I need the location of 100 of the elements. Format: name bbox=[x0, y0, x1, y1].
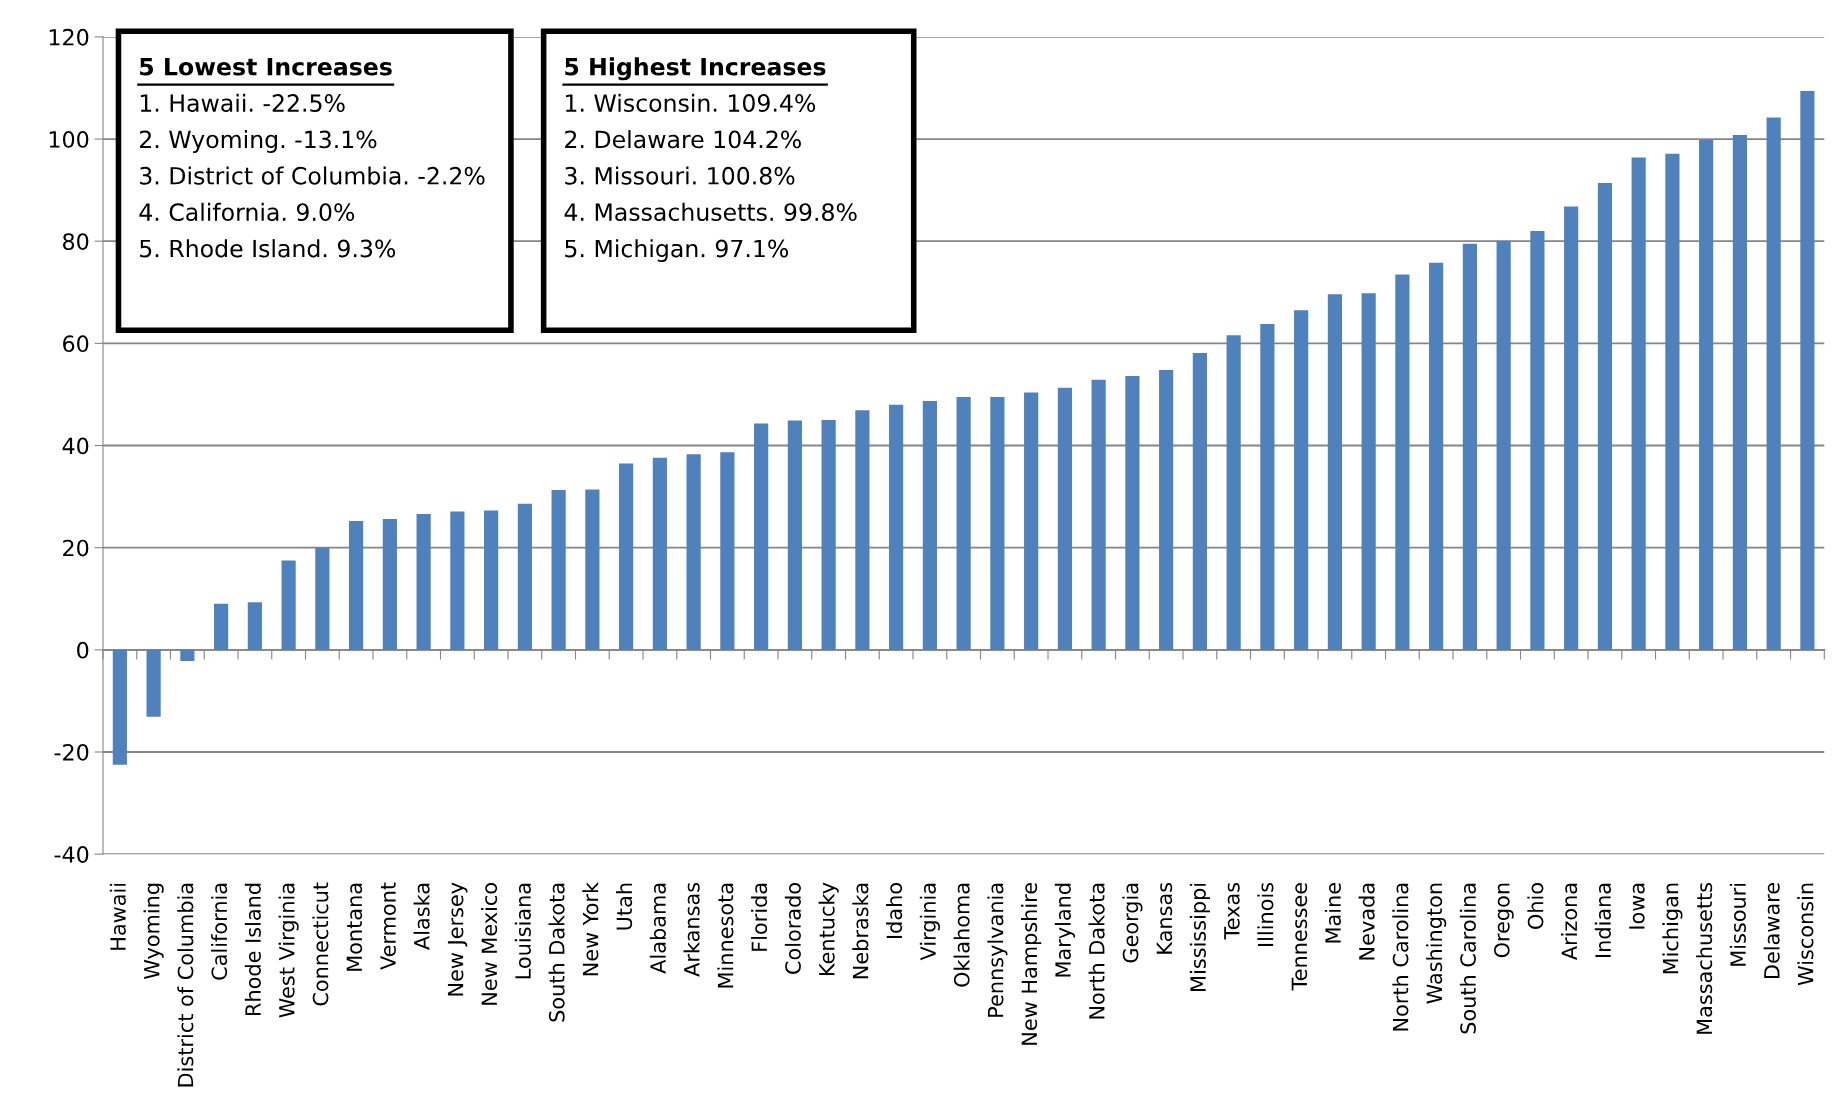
x-tick-label: Nevada bbox=[1358, 883, 1375, 960]
bar bbox=[1665, 153, 1680, 650]
x-tick-label: Tennessee bbox=[1291, 883, 1308, 991]
x-tick-label: Delaware bbox=[1763, 883, 1780, 979]
bar bbox=[146, 649, 161, 717]
x-tick-label: Iowa bbox=[1629, 883, 1645, 929]
bar bbox=[922, 401, 937, 650]
x-tick-label: Texas bbox=[1224, 882, 1240, 940]
bar bbox=[484, 510, 499, 650]
bar bbox=[686, 454, 701, 650]
x-tick-label: Alaska bbox=[413, 883, 430, 950]
x-tick-label: New York bbox=[582, 881, 599, 976]
bar bbox=[855, 410, 870, 650]
bar bbox=[1597, 182, 1612, 650]
x-tick-label: Oregon bbox=[1493, 883, 1514, 958]
bar bbox=[1462, 243, 1477, 650]
bar bbox=[585, 489, 600, 650]
bar bbox=[315, 547, 330, 650]
bar bbox=[1564, 206, 1579, 650]
x-tick-label: Virginia bbox=[919, 883, 940, 961]
x-tick-label: Illinois bbox=[1257, 882, 1274, 946]
bar bbox=[382, 519, 397, 650]
bar bbox=[787, 420, 802, 650]
bar bbox=[214, 603, 229, 650]
x-tick-label: New Jersey bbox=[447, 882, 468, 996]
bar bbox=[1800, 91, 1815, 650]
x-tick-label: Massachusetts bbox=[1696, 882, 1713, 1034]
annotation: 3. Missouri. 100.8% bbox=[565, 166, 795, 185]
x-tick-label: Kentucky bbox=[818, 882, 839, 975]
x-tick-label: Maryland bbox=[1054, 883, 1075, 977]
bar bbox=[1159, 369, 1174, 650]
bar bbox=[619, 463, 634, 650]
bar bbox=[1327, 294, 1342, 650]
y-tick-label: -40 bbox=[54, 846, 89, 863]
x-tick-label: Connecticut bbox=[312, 882, 329, 1006]
x-tick-label: Wisconsin bbox=[1797, 883, 1814, 986]
y-tick-label: 60 bbox=[63, 335, 89, 353]
x-tick-label: Washington bbox=[1426, 883, 1447, 1004]
x-tick-label: Pennsylvania bbox=[987, 883, 1008, 1017]
x-tick-label: Montana bbox=[346, 883, 363, 971]
x-tick-label: Idaho bbox=[886, 883, 903, 938]
annotation: 5 Lowest Increases bbox=[140, 58, 392, 76]
y-tick-label: 120 bbox=[49, 28, 89, 46]
bar bbox=[450, 511, 465, 650]
x-tick-label: Arkansas bbox=[683, 882, 700, 977]
x-tick-label: Arizona bbox=[1561, 883, 1578, 961]
y-tick-label: 40 bbox=[62, 437, 89, 455]
bar bbox=[1125, 376, 1140, 650]
x-tick-label: California bbox=[211, 883, 228, 980]
x-tick-label: Vermont bbox=[380, 882, 396, 970]
x-tick-label: Nebraska bbox=[852, 883, 869, 979]
bar bbox=[1226, 335, 1241, 650]
bar bbox=[1732, 134, 1747, 650]
annotation: 3. District of Columbia. -2.2% bbox=[140, 166, 485, 185]
bar bbox=[1294, 310, 1309, 650]
y-tick-label: 100 bbox=[49, 131, 89, 148]
annotation: 4. California. 9.0% bbox=[139, 202, 355, 222]
x-tick-label: Rhode Island bbox=[244, 883, 261, 1015]
bar bbox=[821, 419, 836, 650]
bar bbox=[1496, 240, 1511, 650]
bar bbox=[517, 503, 532, 650]
annotation: 1. Wisconsin. 109.4% bbox=[566, 93, 816, 112]
x-tick-label: Florida bbox=[751, 883, 768, 951]
x-tick-label: New Mexico bbox=[481, 883, 498, 1005]
x-tick-label: West Virginia bbox=[278, 883, 299, 1018]
annotation: 5. Rhode Island. 9.3% bbox=[140, 239, 396, 258]
annotation: 1. Hawaii. -22.5% bbox=[140, 93, 345, 112]
y-tick-label: 0 bbox=[77, 641, 89, 659]
x-tick-label: District of Columbia bbox=[177, 883, 194, 1087]
x-tick-label: Indiana bbox=[1594, 883, 1611, 957]
x-tick-label: Missouri bbox=[1729, 883, 1746, 966]
bar bbox=[1024, 392, 1039, 650]
y-tick-label: -20 bbox=[54, 743, 89, 761]
bar bbox=[1530, 230, 1545, 650]
bar bbox=[281, 560, 296, 650]
bar bbox=[889, 404, 904, 650]
bar bbox=[112, 649, 127, 765]
x-tick-label: Maine bbox=[1324, 883, 1341, 943]
x-tick-label: Georgia bbox=[1122, 883, 1143, 963]
x-tick-label: South Carolina bbox=[1459, 883, 1476, 1034]
x-tick-label: Kansas bbox=[1156, 882, 1173, 954]
x-tick-label: Oklahoma bbox=[953, 883, 970, 987]
bar bbox=[416, 513, 431, 650]
annotation: 2. Delaware 104.2% bbox=[565, 130, 801, 149]
x-tick-label: Mississippi bbox=[1189, 883, 1210, 991]
y-tick-label: 20 bbox=[63, 539, 89, 557]
x-tick-label: Louisiana bbox=[514, 883, 531, 979]
annotation: 5 Highest Increases bbox=[565, 57, 826, 81]
bar bbox=[551, 489, 566, 650]
bar bbox=[754, 423, 769, 650]
x-tick-label: Wyoming bbox=[143, 883, 164, 980]
bar bbox=[1395, 274, 1410, 650]
x-tick-label: North Carolina bbox=[1392, 883, 1409, 1031]
x-tick-label: Minnesota bbox=[717, 883, 734, 988]
bar bbox=[1260, 323, 1275, 650]
annotation: 2. Wyoming. -13.1% bbox=[140, 130, 377, 153]
bar bbox=[1057, 387, 1072, 650]
bar bbox=[1429, 262, 1444, 650]
annotation: 5. Michigan. 97.1% bbox=[565, 239, 789, 263]
x-tick-label: Colorado bbox=[784, 883, 801, 974]
